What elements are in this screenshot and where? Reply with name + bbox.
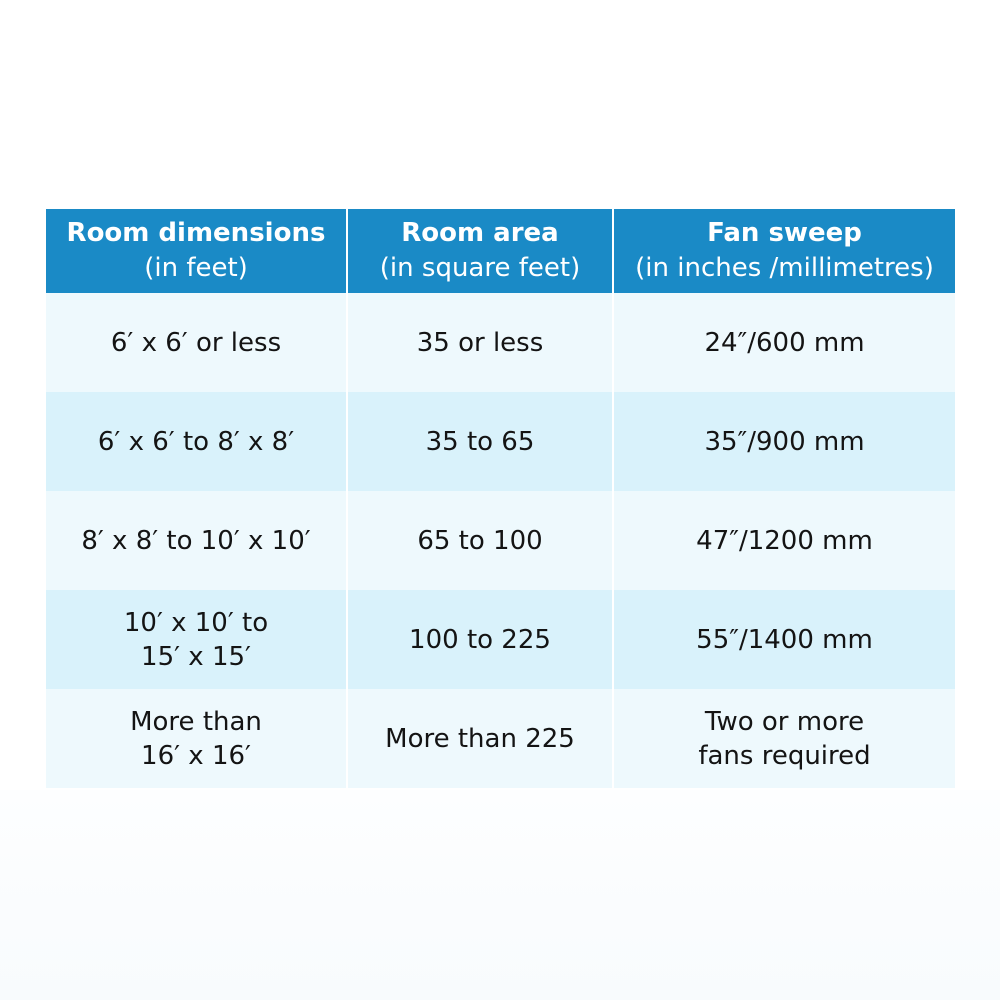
table-cell: More than 225: [346, 689, 614, 788]
table-row: More than 16′ x 16′ More than 225 Two or m…: [46, 689, 955, 788]
cell-text: 65 to 100: [417, 525, 543, 556]
table-cell: Two or more fans required: [612, 689, 955, 788]
cell-text: 8′ x 8′ to 10′ x 10′: [81, 525, 311, 556]
cell-text: 47″/1200 mm: [696, 525, 873, 556]
header-fan-sweep: Fan sweep (in inches /millimetres): [612, 209, 955, 293]
cell-text: 24″/600 mm: [704, 327, 865, 358]
table-cell: 10′ x 10′ to 15′ x 15′: [46, 590, 348, 689]
cell-text: More than 225: [385, 723, 575, 754]
cell-text: 6′ x 6′ to 8′ x 8′: [97, 426, 295, 457]
background: [0, 790, 1000, 1000]
table-cell: 65 to 100: [346, 491, 614, 590]
table-cell: 6′ x 6′ or less: [46, 293, 348, 392]
table-row: 6′ x 6′ to 8′ x 8′ 35 to 65 35″/900 mm: [46, 392, 955, 491]
header-subtitle: (in inches /millimetres): [635, 253, 934, 283]
cell-text: 55″/1400 mm: [696, 624, 873, 655]
table-cell: 55″/1400 mm: [612, 590, 955, 689]
table-cell: 6′ x 6′ to 8′ x 8′: [46, 392, 348, 491]
table-row: 8′ x 8′ to 10′ x 10′ 65 to 100 47″/1200 mm: [46, 491, 955, 590]
cell-text: More than 16′ x 16′: [130, 706, 262, 771]
fan-size-table: Room dimensions (in feet) Room area (in sq…: [46, 209, 955, 788]
header-title: Room area: [401, 218, 559, 248]
header-title: Fan sweep: [707, 218, 862, 248]
cell-text: 35″/900 mm: [704, 426, 865, 457]
cell-text: 100 to 225: [409, 624, 551, 655]
cell-text: 35 or less: [416, 327, 544, 358]
header-subtitle: (in square feet): [379, 253, 581, 283]
table-cell: More than 16′ x 16′: [46, 689, 348, 788]
table-row: 10′ x 10′ to 15′ x 15′ 100 to 225 55″/1400…: [46, 590, 955, 689]
table-cell: 35 or less: [346, 293, 614, 392]
table-cell: 8′ x 8′ to 10′ x 10′: [46, 491, 348, 590]
table-cell: 35″/900 mm: [612, 392, 955, 491]
header-title: Room dimensions: [66, 218, 326, 248]
cell-text: 10′ x 10′ to 15′ x 15′: [123, 607, 269, 672]
header-room-dimensions: Room dimensions (in feet): [46, 209, 348, 293]
table-cell: 47″/1200 mm: [612, 491, 955, 590]
table-row: 6′ x 6′ or less 35 or less 24″/600 mm: [46, 293, 955, 392]
header-row: Room dimensions (in feet) Room area (in sq…: [46, 209, 955, 293]
cell-text: 6′ x 6′ or less: [110, 327, 282, 358]
cell-text: 35 to 65: [425, 426, 535, 457]
table-cell: 24″/600 mm: [612, 293, 955, 392]
table-cell: 100 to 225: [346, 590, 614, 689]
cell-text: Two or more fans required: [698, 706, 871, 771]
header-subtitle: (in feet): [144, 253, 248, 283]
header-room-area: Room area (in square feet): [346, 209, 614, 293]
table-cell: 35 to 65: [346, 392, 614, 491]
